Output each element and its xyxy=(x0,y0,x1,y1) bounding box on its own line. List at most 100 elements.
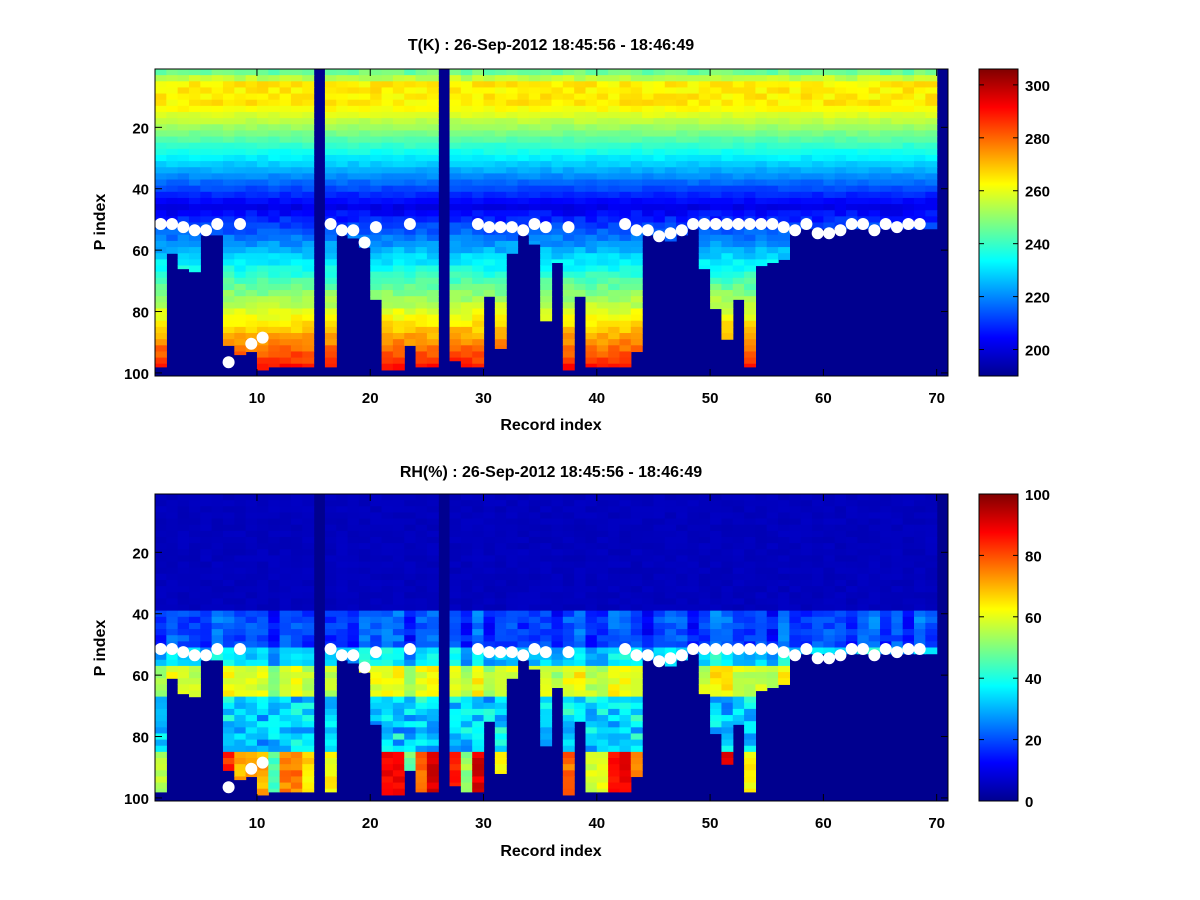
temperature-heatmap-cell xyxy=(483,290,496,297)
temperature-heatmap-cell xyxy=(460,130,473,138)
temperature-heatmap-cell xyxy=(245,173,258,181)
humidity-heatmap-cell xyxy=(721,751,734,759)
temperature-heatmap-cell xyxy=(608,111,621,119)
temperature-heatmap-cell xyxy=(279,247,292,254)
temperature-heatmap-cell xyxy=(676,167,689,174)
temperature-heatmap-cell xyxy=(245,222,258,230)
humidity-heatmap-cell xyxy=(370,536,383,544)
temperature-heatmap-cell xyxy=(800,124,813,131)
humidity-heatmap-cell xyxy=(766,494,779,501)
temperature-heatmap-cell xyxy=(392,161,405,168)
temperature-heatmap-cell xyxy=(415,302,428,310)
temperature-heatmap-cell xyxy=(392,167,405,174)
temperature-heatmap-cell xyxy=(642,197,655,205)
temperature-heatmap-cell xyxy=(574,283,587,291)
humidity-heatmap-cell xyxy=(404,678,417,685)
temperature-heatmap-cell xyxy=(540,124,553,131)
temperature-heatmap-cell xyxy=(925,124,938,131)
humidity-heatmap-cell xyxy=(324,684,337,692)
humidity-heatmap-cell xyxy=(370,629,383,636)
humidity-heatmap-cell xyxy=(381,579,394,587)
humidity-heatmap-cell xyxy=(608,573,621,581)
humidity-heatmap-cell xyxy=(834,518,847,526)
temperature-heatmap-cell xyxy=(914,154,926,162)
temperature-heatmap-cell xyxy=(177,93,190,101)
humidity-heatmap-cell xyxy=(460,727,473,735)
humidity-heatmap-cell xyxy=(268,672,281,679)
humidity-heatmap-cell xyxy=(585,555,598,563)
temperature-heatmap-cell xyxy=(857,118,870,125)
temperature-heatmap-cell xyxy=(789,210,802,217)
temperature-heatmap-cell xyxy=(687,130,700,138)
humidity-heatmap-cell xyxy=(279,708,292,716)
temperature-heatmap-cell xyxy=(710,234,723,242)
humidity-heatmap-cell xyxy=(449,536,462,544)
temperature-surface-marker xyxy=(369,221,382,234)
temperature-heatmap-cell xyxy=(880,118,892,125)
temperature-heatmap-cell xyxy=(200,81,213,89)
humidity-heatmap-cell xyxy=(449,573,462,581)
humidity-heatmap-cell xyxy=(676,610,689,618)
temperature-heatmap-cell xyxy=(721,253,734,260)
temperature-heatmap-cell xyxy=(789,69,802,76)
humidity-heatmap-cell xyxy=(664,629,677,636)
temperature-heatmap-cell xyxy=(404,320,417,328)
temperature-heatmap-cell xyxy=(381,118,394,125)
temperature-heatmap-cell xyxy=(155,179,167,187)
temperature-surface-marker xyxy=(471,218,484,230)
temperature-heatmap-cell xyxy=(642,81,655,89)
humidity-heatmap-cell xyxy=(415,592,428,599)
humidity-heatmap-cell xyxy=(732,506,745,514)
humidity-heatmap-cell xyxy=(506,573,519,581)
temperature-heatmap-column xyxy=(188,69,201,273)
temperature-heatmap-cell xyxy=(585,259,598,267)
temperature-heatmap-cell xyxy=(302,333,315,340)
humidity-heatmap-cell xyxy=(177,641,190,649)
temperature-heatmap-cell xyxy=(812,210,824,217)
humidity-heatmap-cell xyxy=(778,524,790,532)
temperature-heatmap-cell xyxy=(155,148,167,156)
temperature-surface-marker xyxy=(664,227,677,240)
temperature-heatmap-cell xyxy=(166,167,179,174)
temperature-heatmap-cell xyxy=(506,148,519,156)
temperature-heatmap-cell xyxy=(234,148,247,156)
temperature-chart-title: T(K) : 26-Sep-2012 18:45:56 - 18:46:49 xyxy=(408,37,694,54)
humidity-heatmap-cell xyxy=(279,635,292,642)
temperature-heatmap-cell xyxy=(585,271,598,279)
temperature-heatmap-cell xyxy=(551,173,564,181)
humidity-heatmap-cell xyxy=(302,770,315,778)
temperature-heatmap-cell xyxy=(256,154,269,162)
temperature-heatmap-cell xyxy=(619,333,632,340)
temperature-heatmap-cell xyxy=(268,118,281,125)
humidity-heatmap-cell xyxy=(642,635,655,642)
temperature-heatmap-cell xyxy=(574,81,587,89)
temperature-heatmap-cell xyxy=(188,191,201,199)
temperature-heatmap-cell xyxy=(268,99,281,107)
humidity-heatmap-cell xyxy=(404,506,417,514)
temperature-surface-marker xyxy=(845,218,858,230)
humidity-heatmap-cell xyxy=(608,770,621,778)
humidity-heatmap-cell xyxy=(608,500,621,507)
temperature-heatmap-cell xyxy=(732,136,745,144)
humidity-heatmap-cell xyxy=(630,494,643,501)
humidity-heatmap-cell xyxy=(279,782,292,790)
temperature-heatmap-cell xyxy=(268,124,281,131)
humidity-heatmap-cell xyxy=(596,659,609,667)
temperature-heatmap-cell xyxy=(381,87,394,95)
humidity-heatmap-cell xyxy=(676,543,689,550)
humidity-heatmap-cell xyxy=(460,500,473,507)
humidity-heatmap-cell xyxy=(494,672,507,679)
humidity-heatmap-cell xyxy=(653,604,666,612)
temperature-heatmap-cell xyxy=(222,99,235,107)
temperature-heatmap-cell xyxy=(370,271,383,279)
humidity-heatmap-cell xyxy=(155,745,167,753)
temperature-heatmap-column xyxy=(596,69,609,368)
temperature-heatmap-cell xyxy=(902,197,915,205)
temperature-heatmap-cell xyxy=(449,130,462,138)
humidity-heatmap-cell xyxy=(279,733,292,741)
temperature-heatmap-cell xyxy=(653,161,666,168)
temperature-heatmap-cell xyxy=(404,296,417,303)
humidity-heatmap-cell xyxy=(823,586,836,593)
temperature-heatmap-cell xyxy=(710,240,723,248)
temperature-heatmap-cell xyxy=(483,154,496,162)
